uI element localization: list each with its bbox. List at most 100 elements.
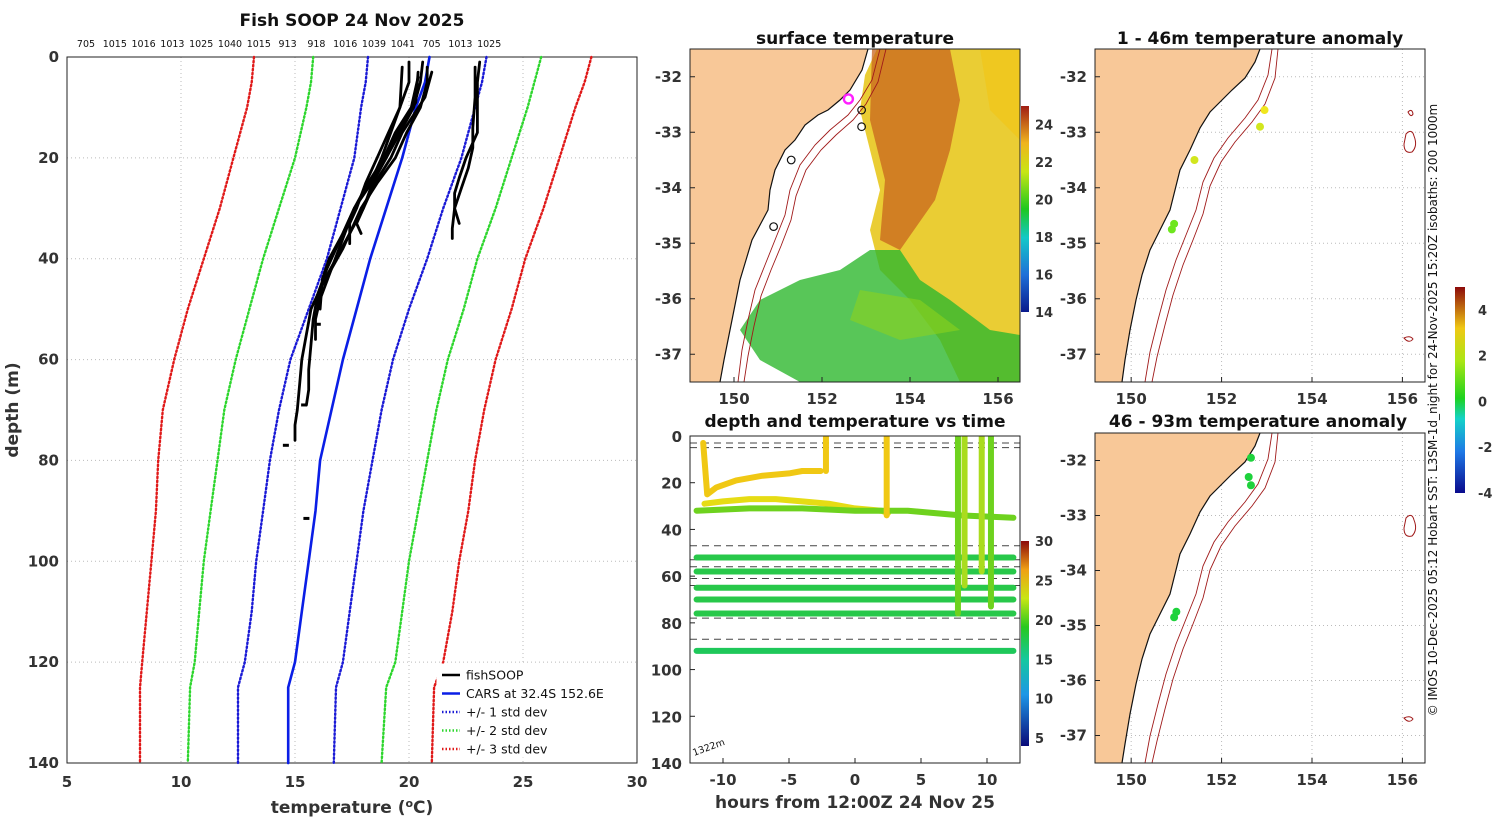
legend-label-2: +/- 1 std dev [466, 705, 548, 720]
anomaly-colorbar [1455, 287, 1465, 493]
sst-hot-core [870, 49, 960, 250]
map-ytick: -36 [655, 290, 682, 308]
anomaly-lower-ticks: 150 152 154 156 -32 -33 -34 -35 -36 -37 [1060, 452, 1418, 790]
anomaly-upper-points [1167, 106, 1269, 234]
legend-box [436, 663, 618, 758]
anomaly-colorbar-tick: 0 [1478, 395, 1487, 410]
profile-grid [67, 57, 637, 763]
anomaly-lower-point [1246, 481, 1255, 490]
anomaly-lower-point [1246, 453, 1255, 462]
sst-ticks: 150 152 154 156 -32 -33 -34 -35 -36 -37 [655, 68, 1014, 408]
profile-xtick: 20 [399, 773, 420, 791]
sst-title: surface temperature [756, 29, 954, 49]
depth-time-xtick: 5 [916, 771, 926, 789]
profile-series--2-std [186, 55, 315, 765]
map-ytick: -32 [655, 68, 682, 86]
profile-xtick: 25 [513, 773, 534, 791]
sst-marker-ring [842, 93, 855, 105]
sst-marker-dot [769, 222, 778, 232]
anomaly-colorbar-tick: -2 [1478, 441, 1492, 456]
anomaly-lower-axes-box [1094, 432, 1426, 764]
map-xtick: 156 [982, 390, 1013, 408]
depth-time-ytick: 40 [661, 521, 682, 539]
anomaly-upper-coastline [1121, 49, 1261, 382]
depth-time-ytick: 60 [661, 568, 682, 586]
anomaly-upper-seamount-3 [1403, 336, 1414, 342]
depth-time-colorbar-tick: 20 [1035, 614, 1053, 629]
map-ytick: -37 [655, 345, 682, 363]
sst-isobath-200 [737, 49, 881, 382]
legend-label-4: +/- 3 std dev [466, 742, 548, 757]
anomaly-upper-point [1167, 225, 1176, 234]
depth-time-colorbar-tick: 25 [1035, 574, 1053, 589]
anomaly-colorbar-tick: -4 [1478, 487, 1492, 502]
profile-ytick: 80 [38, 451, 59, 469]
map-xtick: 154 [894, 390, 925, 408]
sst-colorbar-tick: 18 [1035, 231, 1053, 246]
anomaly-colorbar-tick: 4 [1478, 304, 1487, 319]
profile-ytick: 120 [28, 653, 59, 671]
profile-top-label: 1015 [103, 39, 127, 50]
sst-colorbar-ticks: 14 16 18 20 22 24 [1035, 119, 1053, 321]
profile-title: Fish SOOP 24 Nov 2025 [240, 11, 465, 31]
profile-ytick: 20 [38, 149, 59, 167]
map-ytick: -35 [1060, 234, 1087, 252]
depth-time-data [693, 436, 1017, 654]
profile-axes-box [66, 56, 638, 764]
sst-transition [850, 290, 960, 340]
profile-fishsoop-sample [314, 322, 321, 326]
depth-time-panel: depth and temperature vs time 1322m -10-… [651, 412, 1053, 813]
profile-series-fishsoop-cast-g [318, 70, 420, 311]
map-xtick: 150 [1116, 771, 1147, 789]
depth-time-title: depth and temperature vs time [705, 412, 1006, 432]
depth-time-xtick: 10 [977, 771, 998, 789]
profile-series--1-std [236, 55, 370, 765]
profile-xtick: 10 [171, 773, 192, 791]
profile-ytick: 0 [49, 48, 59, 66]
profile-series-cars [286, 55, 431, 765]
anomaly-upper-point [1256, 122, 1264, 131]
profile-series--3-std [430, 55, 593, 765]
profile-xticks: 5 10 15 20 25 30 [62, 773, 648, 791]
anomaly-lower-isobath-200 [1144, 433, 1273, 763]
map-ytick: -33 [655, 123, 682, 141]
anomaly-lower-point [1170, 613, 1179, 622]
profile-series [138, 55, 593, 765]
sst-colorbar-tick: 22 [1035, 156, 1053, 171]
map-ytick: -36 [1060, 672, 1087, 690]
sst-marker-dot [857, 122, 866, 132]
map-xtick: 152 [806, 390, 837, 408]
anomaly-upper-isobath-200 [1144, 49, 1273, 382]
sst-map-panel: surface temperature 150 152 154 156 -32 -33 -3… [655, 29, 1053, 408]
profile-panel: Fish SOOP 24 Nov 2025 705 1015 1016 1013 102… [3, 11, 647, 818]
sst-marker-dot [857, 105, 866, 115]
profile-legend: fishSOOP CARS at 32.4S 152.6E +/- 1 std de… [436, 663, 618, 758]
anomaly-colorbar-tick: 2 [1478, 350, 1487, 365]
depth-time-colorbar-tick: 15 [1035, 653, 1053, 668]
anomaly-upper-point [1190, 156, 1199, 164]
map-ytick: -35 [655, 234, 682, 252]
profile-series--3-std [138, 55, 256, 765]
profile-top-label: 913 [279, 39, 297, 50]
imos-credit-note: © IMOS 10-Dec-2025 05:12 Hobart SST: L3S… [1426, 104, 1440, 717]
profile-ytick: 40 [38, 250, 59, 268]
depth-time-xlabel: hours from 12:00Z 24 Nov 25 [715, 793, 995, 813]
profile-top-label: 705 [77, 39, 95, 50]
sst-isobath-1000 [743, 49, 887, 382]
depth-time-xtick: -10 [709, 771, 736, 789]
map-xtick: 156 [1387, 390, 1418, 408]
profile-xtick: 30 [627, 773, 648, 791]
profile-series-fishsoop-cast-i [450, 65, 477, 240]
map-xtick: 156 [1387, 771, 1418, 789]
profile-ytick: 60 [38, 351, 59, 369]
anomaly-lower-points [1170, 453, 1255, 622]
depth-time-colorbar-tick: 30 [1035, 535, 1053, 550]
anomaly-lower-point [1244, 473, 1253, 481]
map-ytick: -37 [1060, 345, 1087, 363]
map-xtick: 154 [1296, 771, 1327, 789]
map-ytick: -32 [1060, 68, 1087, 86]
profile-top-label: 1016 [333, 39, 357, 50]
sst-axes-box [689, 48, 1021, 383]
